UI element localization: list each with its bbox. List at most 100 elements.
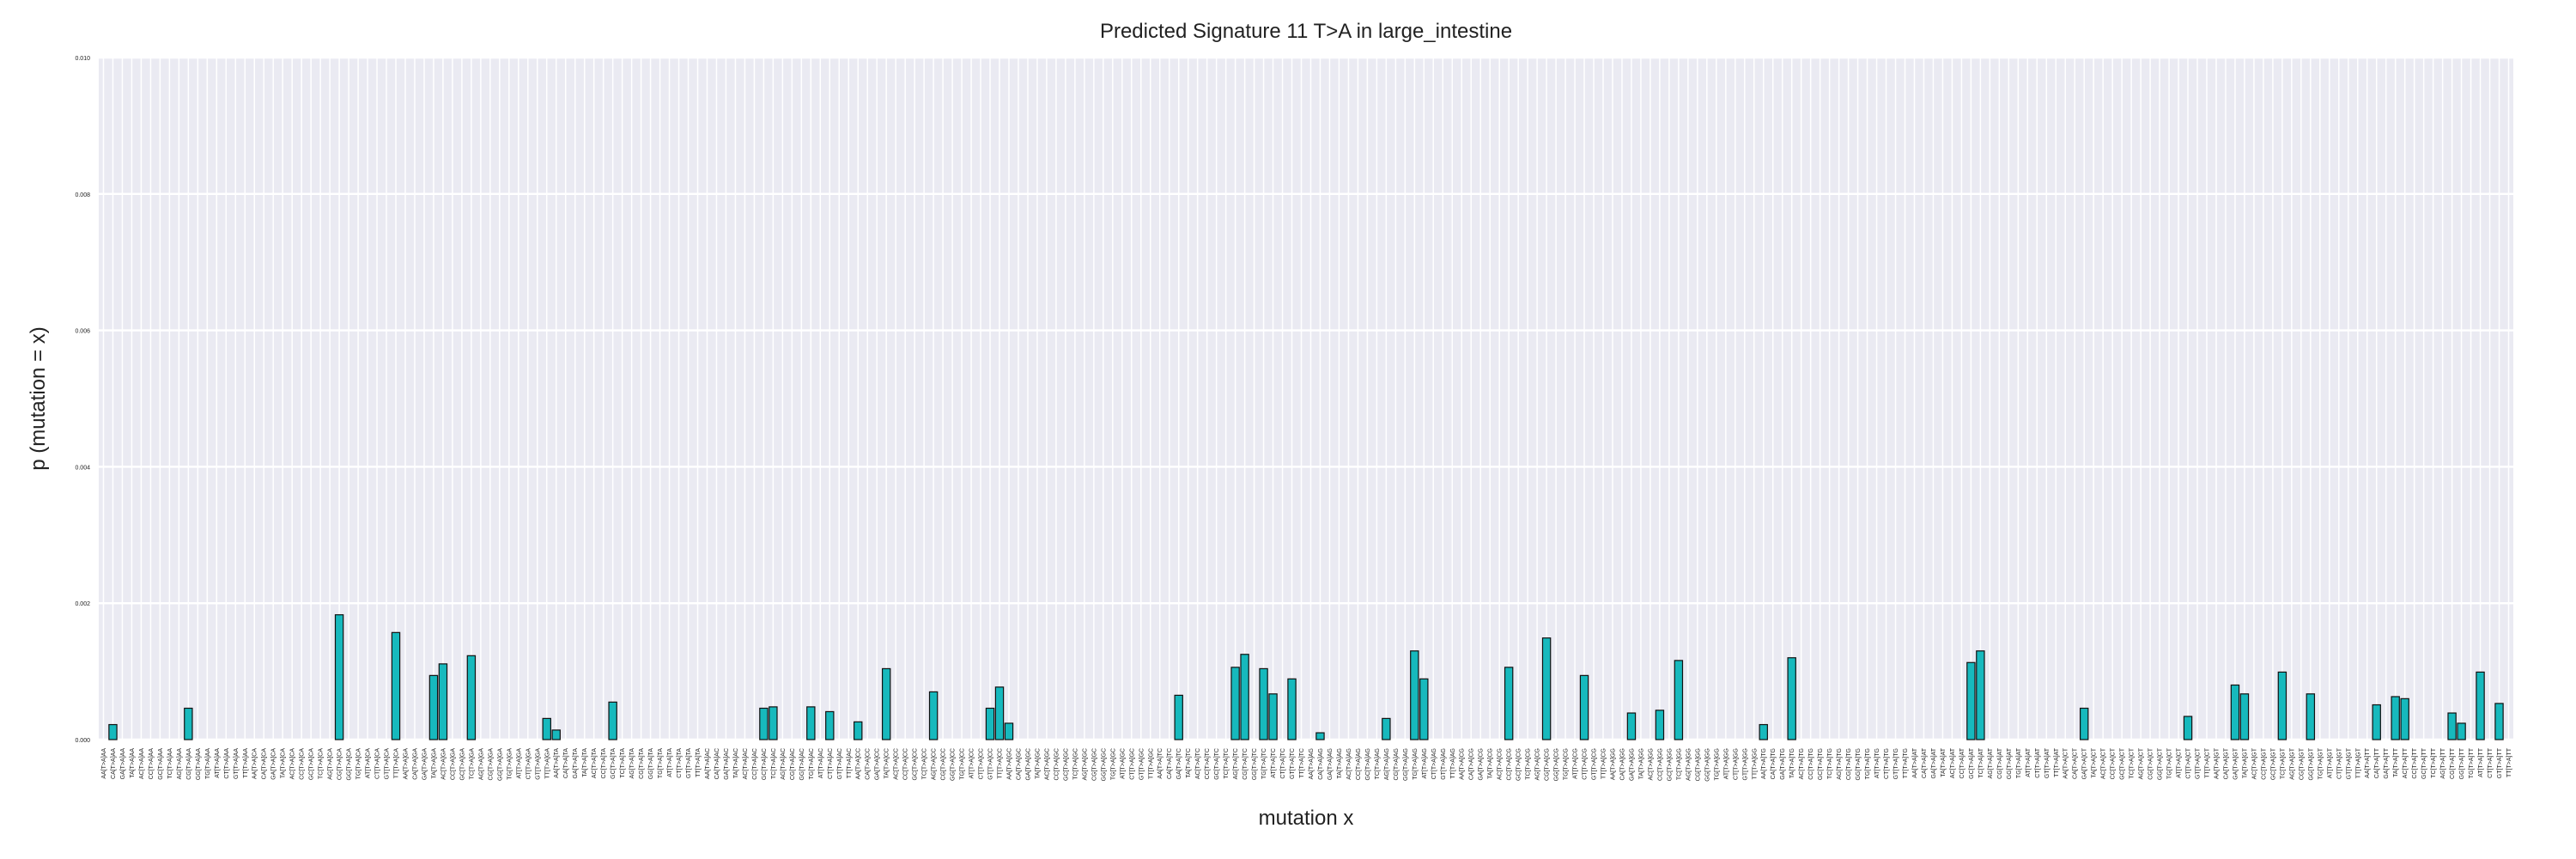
x-tick-label: TA[T>A]GG — [1638, 748, 1644, 779]
x-tick-label: AC[T>A]GC — [1044, 748, 1050, 780]
x-tick-label: AA[T>A]GT — [2214, 747, 2220, 779]
x-tick-label: AT[T>A]TA — [667, 748, 673, 777]
x-tick-label: CA[T>A]GC — [1016, 748, 1022, 780]
x-tick-label: CG[T>A]AA — [186, 748, 192, 780]
x-tick-label: GC[T>A]CT — [2120, 747, 2126, 779]
x-tick-label: TT[T>A]AC — [847, 748, 853, 778]
bar — [806, 706, 816, 740]
x-tick-label: GA[T>A]TG — [1780, 748, 1786, 780]
x-tick-label: AG[T>A]TC — [1233, 748, 1239, 779]
bar — [428, 674, 439, 740]
x-tick-label: GG[T>A]GG — [1704, 748, 1710, 782]
x-tick-label: TC[T>A]GG — [1676, 748, 1682, 780]
x-tick-label: GC[T>A]AC — [762, 748, 768, 780]
y-tick-label: 0.006 — [75, 329, 90, 335]
x-tick-label: GC[T>A]AT — [1969, 747, 1975, 779]
x-tick-label: AA[T>A]GG — [1610, 748, 1616, 780]
x-tick-label: TC[T>A]TA — [620, 748, 626, 778]
x-tick-label: TG[T>A]AA — [205, 748, 211, 779]
x-tick-label: CG[T>A]TG — [1846, 748, 1852, 780]
x-tick-label: CT[T>A]TT — [2488, 747, 2494, 778]
x-tick-label: GG[T>A]GA — [497, 748, 503, 781]
bar — [1504, 667, 1514, 740]
x-tick-label: AC[T>A]GG — [1648, 748, 1654, 781]
x-tick-label: AT[T>A]AG — [1422, 748, 1428, 778]
x-tick-label: AC[T>A]AG — [1346, 748, 1352, 780]
bar — [466, 655, 477, 740]
x-tick-label: GT[T>A]TA — [686, 748, 692, 778]
x-tick-label: GA[T>A]GG — [1629, 748, 1635, 781]
bar — [881, 667, 891, 740]
x-tick-label: TT[T>A]CT — [2205, 747, 2211, 778]
x-tick-label: AG[T>A]CC — [932, 748, 938, 780]
bar — [1579, 674, 1589, 740]
x-tick-label: GG[T>A]TC — [1252, 748, 1258, 780]
x-tick-label: TC[T>A]AT — [1978, 747, 1984, 777]
x-tick-label: AG[T>A]TA — [629, 748, 635, 779]
x-tick-label: GA[T>A]TC — [1176, 748, 1182, 779]
x-tick-label: GG[T>A]TT — [2459, 747, 2465, 779]
x-tick-label: CG[T>A]AG — [1394, 748, 1400, 781]
x-tick-label: TT[T>A]GA — [544, 748, 550, 779]
x-tick-label: TA[T>A]AA — [130, 748, 136, 778]
bar — [1004, 722, 1014, 740]
x-tick-label: GG[T>A]AG — [1403, 748, 1409, 781]
bar — [608, 701, 617, 740]
y-tick-label: 0.000 — [75, 738, 90, 744]
x-tick-label: TT[T>A]TA — [696, 748, 702, 777]
x-tick-label: GG[T>A]CC — [951, 748, 957, 781]
x-tick-label: CT[T>A]TG — [1884, 748, 1890, 779]
x-tick-label: CG[T>A]CA — [337, 748, 343, 780]
x-tick-label: TG[T>A]CG — [1564, 748, 1570, 780]
x-tick-label: GT[T>A]TC — [1290, 748, 1296, 779]
x-tick-label: AA[T>A]AG — [1309, 748, 1315, 779]
x-tick-label: AG[T>A]CA — [328, 748, 334, 780]
x-tick-label: TG[T>A]CT — [2167, 747, 2173, 779]
x-tick-label: GA[T>A]AC — [724, 748, 730, 780]
x-tick-label: AG[T>A]GA — [478, 748, 484, 780]
x-tick-label: TG[T>A]AT — [2016, 747, 2022, 778]
y-tick-label: 0.008 — [75, 192, 90, 198]
x-tick-label: TC[T>A]CG — [1526, 748, 1532, 780]
x-tick-label: GC[T>A]TC — [1214, 748, 1220, 780]
x-tick-label: CA[T>A]CC — [866, 748, 872, 780]
x-tick-label: TC[T>A]TT — [2431, 747, 2437, 778]
bar — [2239, 693, 2250, 740]
x-tick-label: TT[T>A]CG — [1601, 748, 1607, 779]
x-tick-label: CC[T>A]GT — [2261, 747, 2267, 779]
x-tick-label: CA[T>A]AC — [714, 748, 720, 779]
x-tick-label: GA[T>A]GA — [422, 748, 428, 780]
x-tick-label: CA[T>A]AT — [1922, 747, 1928, 778]
x-tick-label: CA[T>A]GA — [412, 748, 418, 780]
bar — [985, 707, 995, 740]
x-tick-label: CG[T>A]GT — [2299, 747, 2305, 780]
x-tick-label: TG[T>A]TG — [1865, 748, 1871, 779]
x-tick-label: CA[T>A]CA — [262, 748, 268, 780]
x-tick-label: GA[T>A]GT — [2233, 747, 2239, 779]
x-tick-label: CC[T>A]AA — [149, 748, 155, 780]
x-tick-label: GC[T>A]CG — [1516, 748, 1522, 781]
x-tick-label: AT[T>A]GG — [1723, 748, 1729, 779]
x-tick-label: TA[T>A]AG — [1337, 748, 1343, 778]
x-tick-label: AG[T>A]GC — [1082, 748, 1088, 781]
x-tick-label: TT[T>A]CA — [394, 748, 400, 779]
x-tick-label: TG[T>A]CA — [356, 748, 362, 780]
x-tick-label: TC[T>A]GC — [1072, 748, 1078, 780]
x-tick-label: CT[T>A]AA — [224, 748, 230, 779]
x-tick-label: GC[T>A]AG — [1365, 748, 1371, 781]
x-tick-label: CT[T>A]AC — [828, 748, 834, 779]
x-tick-label: AA[T>A]CT — [2063, 747, 2069, 778]
x-tick-label: AG[T>A]GG — [1686, 748, 1692, 781]
bar — [1382, 717, 1391, 740]
x-tick-label: TA[T>A]GT — [2242, 747, 2248, 778]
x-tick-label: GT[T>A]TT — [2497, 747, 2503, 778]
x-tick-label: GT[T>A]CT — [2196, 747, 2202, 779]
x-tick-label: AA[T>A]TT — [2365, 747, 2371, 778]
x-tick-label: TC[T>A]CC — [922, 748, 928, 779]
x-tick-label: TA[T>A]AC — [733, 748, 739, 778]
x-tick-label: GT[T>A]AT — [2044, 747, 2050, 778]
x-tick-label: GC[T>A]AA — [158, 748, 164, 780]
bar — [108, 723, 118, 740]
x-tick-label: GT[T>A]GG — [1742, 748, 1748, 781]
